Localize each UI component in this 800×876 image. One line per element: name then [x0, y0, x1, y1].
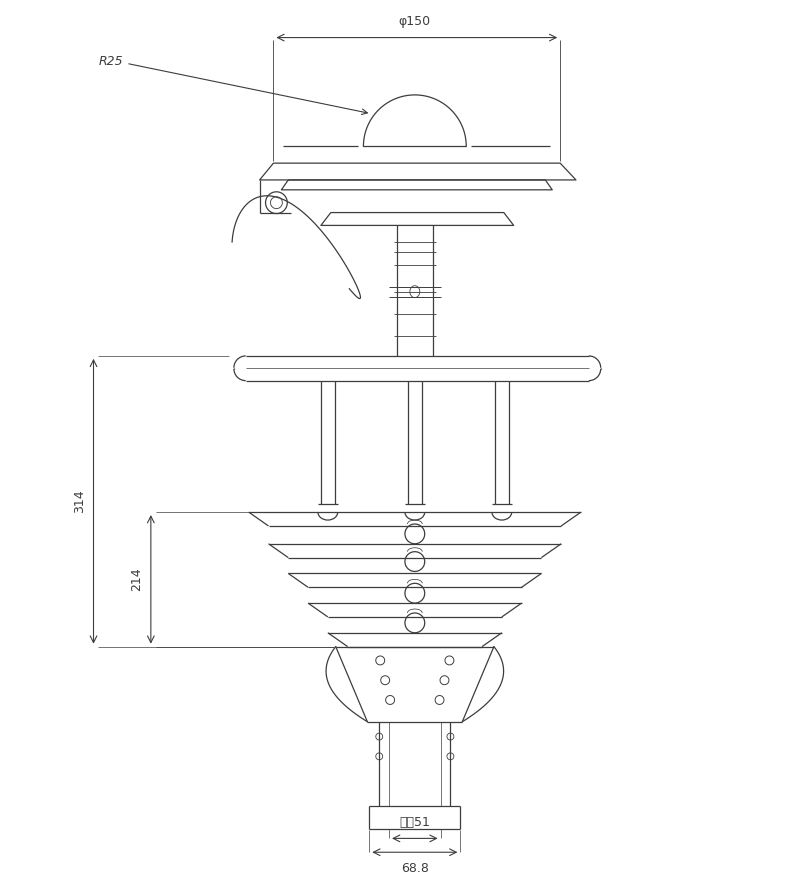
- Text: 314: 314: [73, 490, 86, 513]
- Text: φ150: φ150: [398, 15, 431, 28]
- Text: 68.8: 68.8: [401, 862, 429, 875]
- Text: R25: R25: [98, 55, 123, 67]
- Text: 内彄51: 内彄51: [399, 816, 430, 830]
- Text: 214: 214: [130, 568, 143, 591]
